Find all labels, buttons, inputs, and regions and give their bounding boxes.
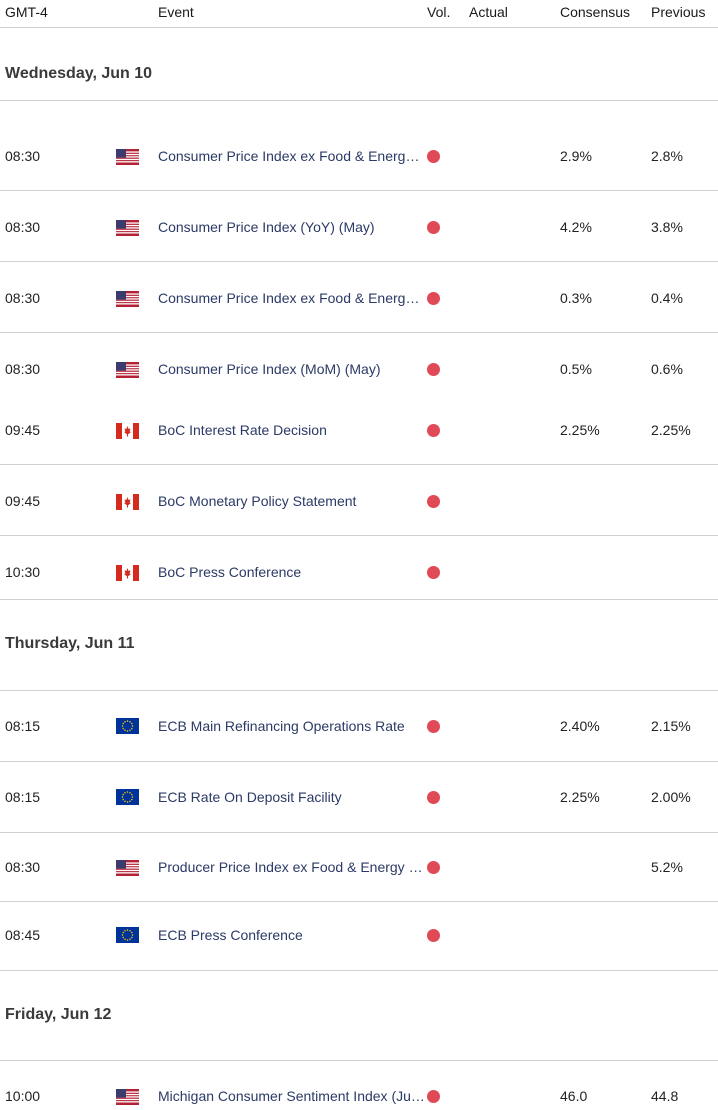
day-label: Wednesday, Jun 10: [5, 65, 153, 82]
previous-value: 0.4%: [651, 290, 683, 306]
eu-flag-icon: [116, 718, 139, 734]
event-name-link[interactable]: BoC Monetary Policy Statement: [158, 493, 357, 509]
event-time: 08:30: [5, 148, 41, 164]
eu-flag-icon: [116, 789, 139, 805]
event-row[interactable]: 08:45 ECB Press Conference: [0, 903, 718, 971]
high-volatility-icon: [427, 221, 440, 234]
event-time: 08:30: [5, 219, 41, 235]
event-time: 08:15: [5, 718, 41, 734]
volatility-column-header: Vol.: [427, 4, 451, 20]
high-volatility-icon: [427, 150, 440, 163]
event-name-link[interactable]: Consumer Price Index ex Food & Energy (Y…: [158, 148, 426, 164]
us-flag-icon: [116, 860, 139, 876]
event-row[interactable]: 08:30 Consumer Price Index (YoY) (May) 4…: [0, 192, 718, 262]
high-volatility-icon: [427, 495, 440, 508]
high-volatility-icon: [427, 929, 440, 942]
event-time: 08:15: [5, 789, 41, 805]
consensus-column-header: Consensus: [560, 4, 631, 20]
high-volatility-icon: [427, 1090, 440, 1103]
consensus-value: 0.5%: [560, 361, 592, 377]
day-header: Friday, Jun 12: [0, 972, 718, 1061]
event-name-link[interactable]: ECB Main Refinancing Operations Rate: [158, 718, 405, 734]
eu-flag-icon: [116, 927, 139, 943]
consensus-value: 0.3%: [560, 290, 592, 306]
previous-value: 0.6%: [651, 361, 683, 377]
event-row[interactable]: 08:30 Producer Price Index ex Food & Ene…: [0, 834, 718, 902]
event-row[interactable]: 10:30 BoC Press Conference: [0, 537, 718, 600]
event-name-link[interactable]: Consumer Price Index (YoY) (May): [158, 219, 375, 235]
ca-flag-icon: [116, 423, 139, 439]
ca-flag-icon: [116, 494, 139, 510]
day-label: Friday, Jun 12: [5, 1006, 112, 1023]
previous-value: 2.00%: [651, 789, 691, 805]
consensus-value: 2.9%: [560, 148, 592, 164]
event-time: 08:45: [5, 927, 41, 943]
high-volatility-icon: [427, 363, 440, 376]
high-volatility-icon: [427, 292, 440, 305]
us-flag-icon: [116, 220, 139, 236]
previous-value: 5.2%: [651, 859, 683, 875]
event-time: 10:00: [5, 1088, 41, 1104]
consensus-value: 46.0: [560, 1088, 588, 1104]
event-name-link[interactable]: BoC Interest Rate Decision: [158, 422, 327, 438]
consensus-value: 2.40%: [560, 718, 600, 734]
consensus-value: 4.2%: [560, 219, 592, 235]
consensus-value: 2.25%: [560, 422, 600, 438]
high-volatility-icon: [427, 791, 440, 804]
us-flag-icon: [116, 362, 139, 378]
previous-value: 44.8: [651, 1088, 679, 1104]
previous-value: 2.25%: [651, 422, 691, 438]
previous-value: 2.15%: [651, 718, 691, 734]
previous-column-header: Previous: [651, 4, 706, 20]
event-name-link[interactable]: Producer Price Index ex Food & Energy (Y…: [158, 859, 426, 875]
us-flag-icon: [116, 291, 139, 307]
event-row[interactable]: 10:00 Michigan Consumer Sentiment Index …: [0, 1062, 718, 1110]
event-name-link[interactable]: Consumer Price Index ex Food & Energy (M…: [158, 290, 426, 306]
day-header: Thursday, Jun 11: [0, 601, 718, 691]
previous-value: 2.8%: [651, 148, 683, 164]
event-time: 09:45: [5, 493, 41, 509]
event-row[interactable]: 08:15 ECB Main Refinancing Operations Ra…: [0, 692, 718, 762]
event-name-link[interactable]: ECB Press Conference: [158, 927, 303, 943]
event-row[interactable]: 09:45 BoC Monetary Policy Statement: [0, 466, 718, 536]
day-header: Wednesday, Jun 10: [0, 29, 718, 101]
event-row[interactable]: 08:30 Consumer Price Index (MoM) (May) 0…: [0, 334, 718, 392]
event-name-link[interactable]: ECB Rate On Deposit Facility: [158, 789, 342, 805]
event-row[interactable]: 08:15 ECB Rate On Deposit Facility 2.25%…: [0, 763, 718, 833]
event-column-header: Event: [158, 4, 194, 20]
previous-value: 3.8%: [651, 219, 683, 235]
event-row[interactable]: 08:30 Consumer Price Index ex Food & Ene…: [0, 121, 718, 191]
event-time: 09:45: [5, 422, 41, 438]
event-name-link[interactable]: Michigan Consumer Sentiment Index (Jun) …: [158, 1088, 426, 1104]
event-time: 10:30: [5, 564, 41, 580]
event-name-link[interactable]: Consumer Price Index (MoM) (May): [158, 361, 381, 377]
high-volatility-icon: [427, 566, 440, 579]
high-volatility-icon: [427, 861, 440, 874]
event-time: 08:30: [5, 859, 41, 875]
ca-flag-icon: [116, 565, 139, 581]
event-time: 08:30: [5, 361, 41, 377]
event-name-link[interactable]: BoC Press Conference: [158, 564, 302, 580]
us-flag-icon: [116, 149, 139, 165]
actual-column-header: Actual: [469, 4, 508, 20]
event-row[interactable]: 08:30 Consumer Price Index ex Food & Ene…: [0, 263, 718, 333]
high-volatility-icon: [427, 720, 440, 733]
event-time: 08:30: [5, 290, 41, 306]
high-volatility-icon: [427, 424, 440, 437]
timezone-header[interactable]: GMT-4: [5, 4, 48, 20]
table-header: GMT-4 Event Vol. Actual Consensus Previo…: [0, 0, 718, 28]
event-row[interactable]: 09:45 BoC Interest Rate Decision 2.25% 2…: [0, 392, 718, 465]
consensus-value: 2.25%: [560, 789, 600, 805]
day-label: Thursday, Jun 11: [5, 635, 135, 652]
us-flag-icon: [116, 1089, 139, 1105]
